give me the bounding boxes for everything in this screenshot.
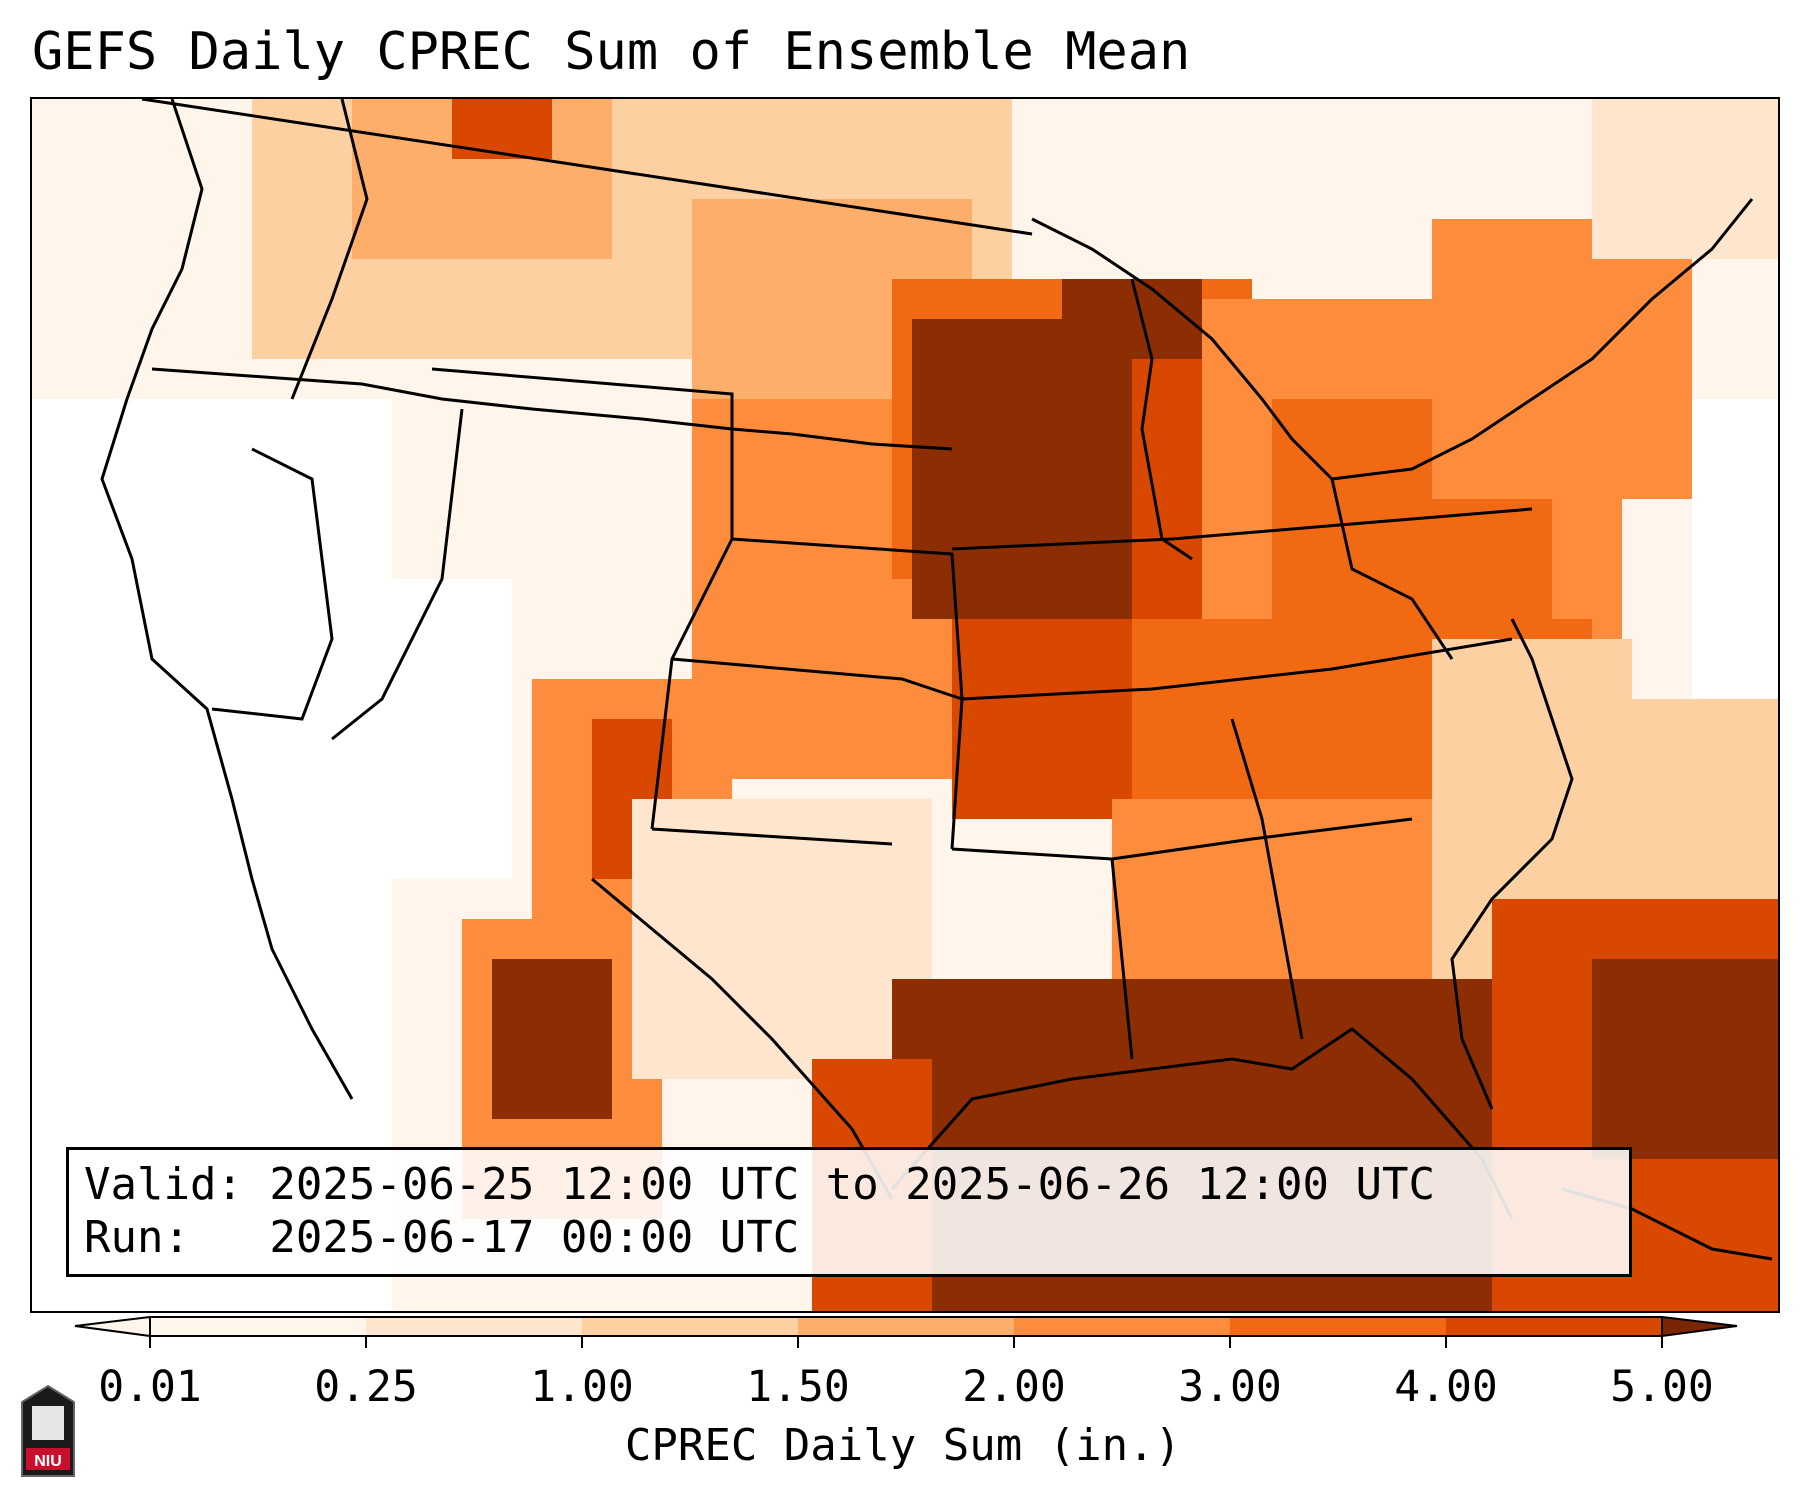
colorbar-tick-label: 4.00	[1394, 1362, 1498, 1412]
colorbar-label: CPREC Daily Sum (in.)	[624, 1420, 1182, 1471]
valid-time-text: Valid: 2025-06-25 12:00 UTC to 2025-06-2…	[84, 1159, 1436, 1210]
colorbar-segment	[1014, 1317, 1231, 1336]
coastlines-and-borders	[100, 99, 1773, 1261]
colorbar-segment	[150, 1317, 367, 1336]
map-title: GEFS Daily CPREC Sum of Ensemble Mean	[32, 22, 1191, 82]
colorbar-segment	[582, 1317, 799, 1336]
colorbar-segment	[1446, 1317, 1663, 1336]
colorbar-outline	[149, 1316, 1663, 1337]
colorbar-tick-label: 2.00	[962, 1362, 1066, 1412]
precipitation-map	[30, 97, 1780, 1313]
svg-text:NIU: NIU	[34, 1453, 62, 1470]
colorbar-tick-label: 3.00	[1178, 1362, 1282, 1412]
colorbar-segment	[366, 1317, 583, 1336]
colorbar-tick-label: 0.01	[98, 1362, 202, 1412]
colorbar-segment	[1230, 1317, 1447, 1336]
colorbar-tick-label: 0.25	[314, 1362, 418, 1412]
valid-run-info-box: Valid: 2025-06-25 12:00 UTC to 2025-06-2…	[66, 1147, 1632, 1277]
colorbar-tick-label: 1.00	[530, 1362, 634, 1412]
precip-field	[32, 99, 1778, 1311]
colorbar-tick-label: 1.50	[746, 1362, 850, 1412]
colorbar-tick-label: 5.00	[1610, 1362, 1714, 1412]
colorbar	[74, 1315, 1738, 1348]
niu-logo: NIU	[21, 1384, 75, 1477]
colorbar-over-arrow	[1661, 1315, 1738, 1338]
colorbar-segment	[798, 1317, 1015, 1336]
run-time-text: Run: 2025-06-17 00:00 UTC	[84, 1212, 800, 1263]
colorbar-under-arrow	[74, 1315, 151, 1338]
